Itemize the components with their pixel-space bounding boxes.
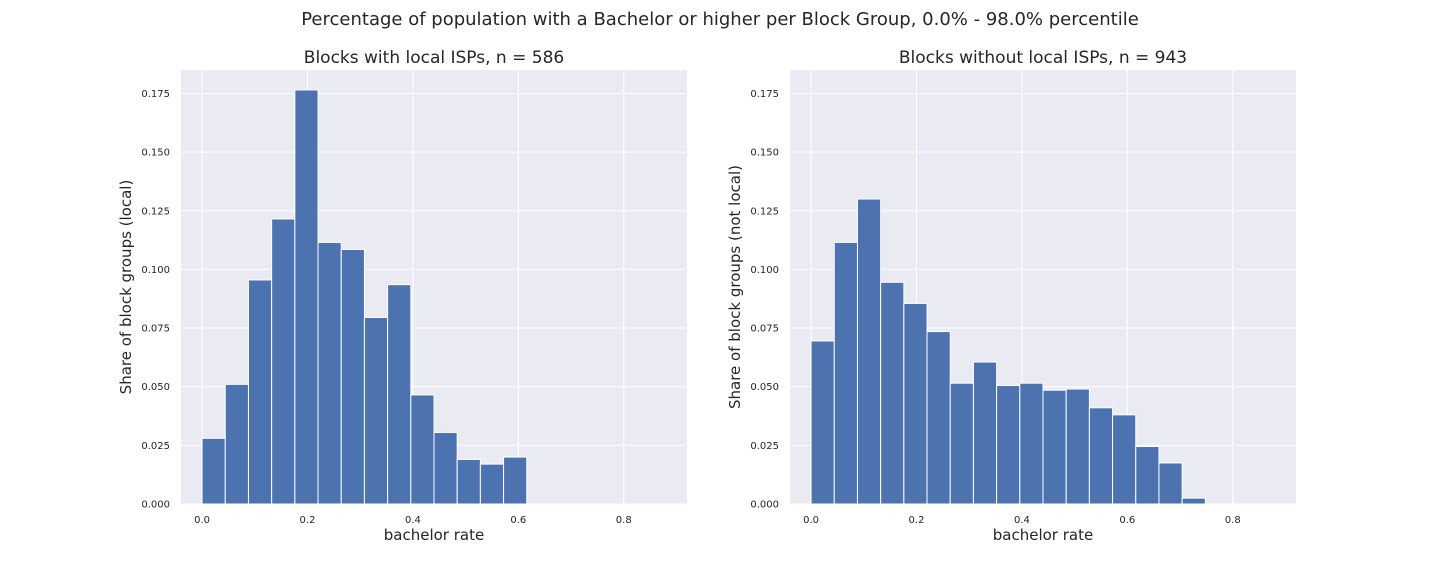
bars [201,89,528,505]
x-tick-label: 0.0 [194,515,210,526]
y-tick-label: 0.075 [750,324,779,335]
histogram-bar [880,281,905,505]
y-tick-label: 0.075 [141,324,170,335]
histogram-bar [410,394,435,505]
histogram-bar [247,279,273,505]
histogram-bar [201,437,226,505]
y-tick-label: 0.050 [141,382,170,393]
histogram-bar [810,340,835,505]
histogram-bar [433,431,458,505]
histogram-bar [1019,382,1044,505]
bars [810,198,1206,505]
panel-not-local: 0.000 0.025 0.050 0.075 0.100 0.125 0.150 0.175… [726,48,1296,544]
x-tick-labels: 0.0 0.2 0.4 0.6 0.8 [803,515,1241,526]
panel-local: 0.000 0.025 0.050 0.075 0.100 0.125 0.150 0.175… [117,48,687,544]
histogram-bar [340,248,365,505]
y-tick-label: 0.000 [141,500,170,511]
histogram-bar [926,331,951,505]
histogram-bar [1088,407,1114,505]
histogram-bar [503,456,528,505]
x-tick-label: 0.6 [510,515,526,526]
y-axis-label: Share of block groups (not local) [726,165,744,409]
histogram-bar [1065,388,1090,505]
y-tick-label: 0.175 [750,89,779,100]
x-tick-label: 0.8 [616,515,632,526]
y-tick-label: 0.000 [750,500,779,511]
y-tick-label: 0.150 [141,148,170,159]
histogram-bar [1158,462,1183,505]
histogram-bar [224,383,249,505]
histogram-bar [387,284,412,505]
histogram-bar [294,89,319,505]
x-tick-label: 0.6 [1119,515,1135,526]
chart-title: Blocks without local ISPs, n = 943 [899,48,1187,68]
histogram-bar [903,302,928,505]
y-tick-label: 0.100 [750,265,779,276]
histogram-bar [856,198,882,505]
histogram-bar [1112,414,1137,505]
y-tick-labels: 0.000 0.025 0.050 0.075 0.100 0.125 0.150 0.175 [750,89,779,511]
y-axis-label: Share of block groups (local) [117,180,135,395]
x-axis-label: bachelor rate [384,526,484,544]
histogram-bar [456,458,481,505]
y-tick-label: 0.025 [141,441,170,452]
y-tick-labels: 0.000 0.025 0.050 0.075 0.100 0.125 0.150 0.175 [141,89,170,511]
chart-title: Blocks with local ISPs, n = 586 [304,48,564,68]
histogram-bar [972,361,998,505]
y-tick-label: 0.050 [750,382,779,393]
x-tick-label: 0.2 [909,515,925,526]
x-tick-label: 0.8 [1225,515,1241,526]
y-tick-label: 0.175 [141,89,170,100]
y-tick-label: 0.100 [141,265,170,276]
histogram-bar [833,241,858,505]
figure-title: Percentage of population with a Bachelor… [301,9,1139,30]
histogram-bar [996,385,1021,505]
histogram-bar [271,218,296,505]
histogram-bar [1135,446,1160,505]
y-tick-label: 0.025 [750,441,779,452]
y-tick-label: 0.150 [750,148,779,159]
histogram-bar [1042,389,1067,505]
histogram-bar [949,382,974,505]
x-tick-labels: 0.0 0.2 0.4 0.6 0.8 [194,515,632,526]
x-tick-label: 0.2 [300,515,316,526]
histogram-bar [363,316,389,505]
y-tick-label: 0.125 [750,206,779,217]
histogram-bar [317,241,342,505]
histogram-bar [1181,497,1206,505]
x-tick-label: 0.4 [405,515,421,526]
x-tick-label: 0.0 [803,515,819,526]
histogram-bar [479,463,505,505]
x-tick-label: 0.4 [1014,515,1030,526]
y-tick-label: 0.125 [141,206,170,217]
x-axis-label: bachelor rate [993,526,1093,544]
